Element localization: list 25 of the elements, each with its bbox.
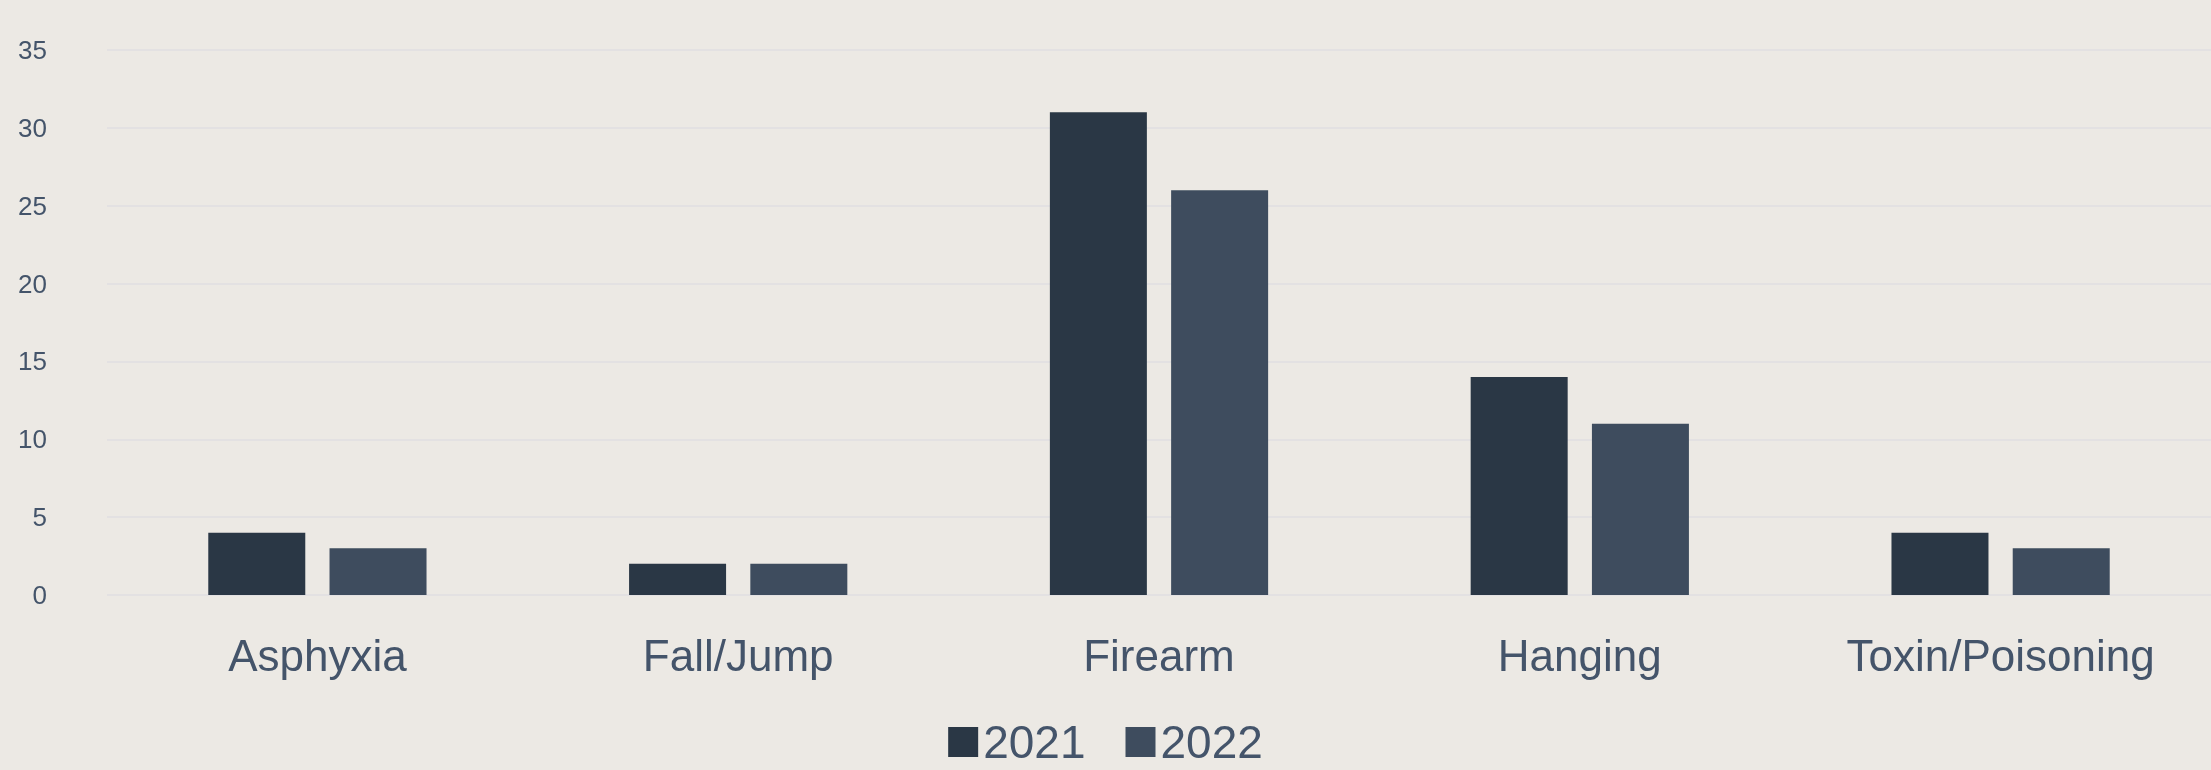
- y-tick-label: 35: [18, 35, 47, 65]
- y-tick-label: 5: [32, 502, 47, 533]
- y-tick-label: 15: [18, 346, 47, 377]
- y-tick-label: 0: [32, 580, 47, 610]
- bar: [1591, 423, 1689, 595]
- y-tick-label: 30: [18, 112, 47, 143]
- bar: [329, 548, 427, 595]
- y-tick-label: 20: [18, 268, 47, 299]
- x-tick-label: Asphyxia: [228, 630, 408, 680]
- legend-label: 2021: [983, 716, 1086, 768]
- bar: [208, 532, 306, 595]
- bar: [750, 563, 848, 595]
- x-tick-label: Hanging: [1497, 630, 1662, 680]
- bar: [1049, 112, 1147, 595]
- y-tick-label: 10: [18, 424, 47, 455]
- bar: [2012, 548, 2110, 595]
- x-tick-label: Fall/Jump: [642, 630, 834, 680]
- x-tick-label: Firearm: [1083, 630, 1235, 680]
- bar: [1470, 377, 1568, 595]
- bar: [629, 563, 727, 595]
- bar: [1171, 190, 1269, 595]
- y-tick-label: 25: [18, 190, 47, 221]
- legend-label: 2022: [1160, 716, 1263, 768]
- x-tick-label: Toxin/Poisoning: [1846, 630, 2155, 680]
- bar: [1891, 532, 1989, 595]
